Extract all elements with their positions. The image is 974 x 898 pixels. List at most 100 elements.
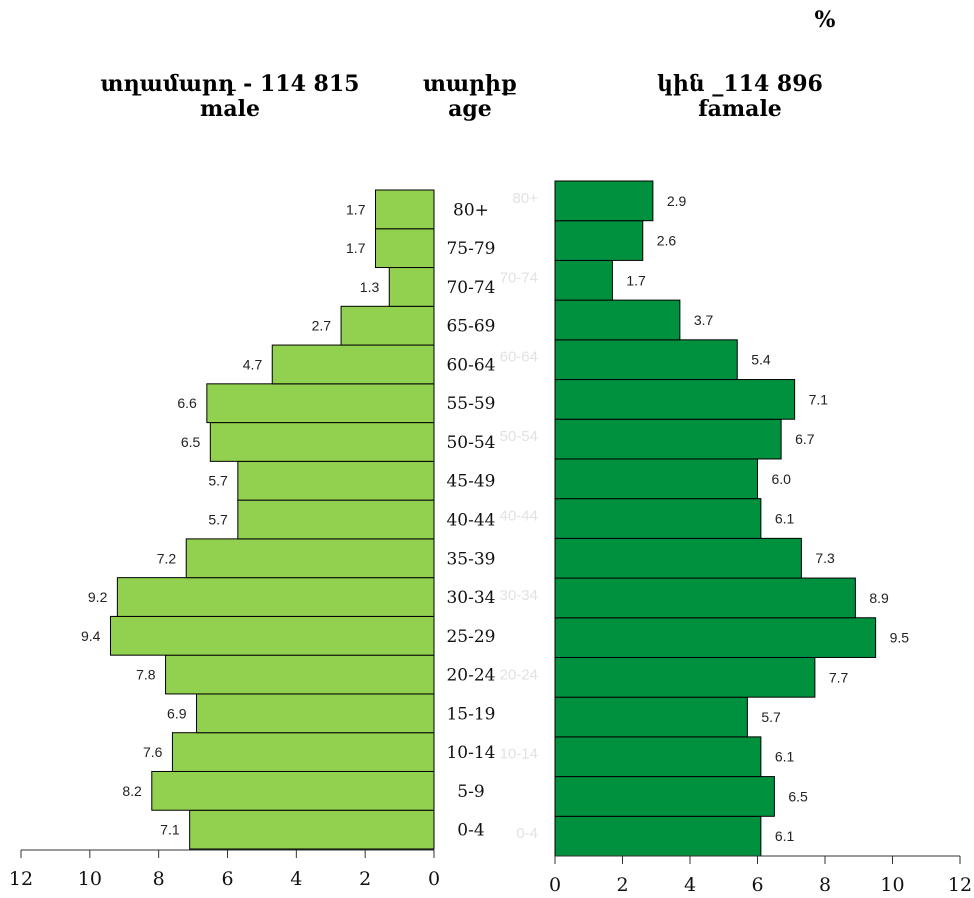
male-bar-55-59 <box>206 383 435 424</box>
female-bar-40-44 <box>554 498 762 539</box>
female-x-tick-label-6: 6 <box>751 874 763 896</box>
male-value-label-25-29: 9.4 <box>81 628 101 644</box>
ghost-age-label-80+: 80+ <box>513 190 539 207</box>
male-x-tick-label-4: 4 <box>290 868 302 890</box>
male-bar-35-39 <box>185 538 435 579</box>
ghost-age-label-30-34: 30-34 <box>500 587 538 604</box>
male-bar-70-74 <box>388 267 435 307</box>
age-subtitle: age <box>448 96 492 122</box>
female-x-tick-label-4: 4 <box>684 874 696 896</box>
age-label-75-79: 75-79 <box>446 239 495 259</box>
male-value-label-5-9: 8.2 <box>122 783 142 799</box>
male-value-label-30-34: 9.2 <box>88 589 108 605</box>
female-value-label-75-79: 2.6 <box>657 233 677 249</box>
female-bar-80+ <box>554 180 654 222</box>
male-x-tick-label-10: 10 <box>78 868 102 890</box>
age-title-text: տարիք <box>422 71 518 97</box>
ghost-age-label-60-64: 60-64 <box>500 349 538 366</box>
female-value-label-45-49: 6.0 <box>772 471 792 487</box>
male-bar-80+ <box>374 189 435 230</box>
female-value-label-30-34: 8.9 <box>869 590 889 606</box>
age-label-15-19: 15-19 <box>446 704 495 724</box>
male-bar-10-14 <box>171 732 435 772</box>
female-value-label-70-74: 1.7 <box>626 272 646 288</box>
male-value-label-55-59: 6.6 <box>177 395 197 411</box>
female-x-tick-label-12: 12 <box>948 874 972 896</box>
ghost-age-label-40-44: 40-44 <box>500 508 538 525</box>
female-x-tick-label-8: 8 <box>819 874 831 896</box>
male-x-tick-label-12: 12 <box>9 868 33 890</box>
male-bar-65-69 <box>340 305 435 346</box>
female-x-tick-label-10: 10 <box>880 874 904 896</box>
female-value-label-80+: 2.9 <box>667 193 687 209</box>
male-x-tick-label-6: 6 <box>221 868 233 890</box>
male-bar-60-64 <box>271 344 435 385</box>
female-bar-15-19 <box>554 696 748 738</box>
male-value-label-70-74: 1.3 <box>360 279 380 295</box>
male-value-label-10-14: 7.6 <box>143 744 163 760</box>
age-label-35-39: 35-39 <box>446 549 495 569</box>
female-value-label-60-64: 5.4 <box>751 352 771 368</box>
age-label-45-49: 45-49 <box>446 472 495 492</box>
age-label-50-54: 50-54 <box>446 433 495 453</box>
age-label-30-34: 30-34 <box>446 588 495 608</box>
male-value-label-50-54: 6.5 <box>181 434 201 450</box>
male-value-label-60-64: 4.7 <box>243 356 263 372</box>
female-bar-5-9 <box>554 776 775 817</box>
male-bar-20-24 <box>165 654 435 695</box>
male-bar-30-34 <box>116 577 435 617</box>
male-x-tick-label-0: 0 <box>428 868 440 890</box>
female-value-label-20-24: 7.7 <box>829 669 849 685</box>
male-value-label-20-24: 7.8 <box>136 667 156 683</box>
ghost-age-label-0-4: 0-4 <box>516 825 538 842</box>
unit-label: % <box>814 7 836 33</box>
female-title: կին _114 896 famale <box>590 72 890 122</box>
male-value-label-40-44: 5.7 <box>208 512 228 528</box>
age-label-70-74: 70-74 <box>446 278 495 298</box>
female-subtitle: famale <box>698 96 782 122</box>
ghost-age-label-10-14: 10-14 <box>500 746 538 763</box>
male-value-label-65-69: 2.7 <box>312 318 332 334</box>
male-value-label-15-19: 6.9 <box>167 705 187 721</box>
male-subtitle: male <box>200 96 260 122</box>
ghost-age-label-50-54: 50-54 <box>500 428 538 445</box>
male-bar-25-29 <box>109 615 435 656</box>
male-bar-75-79 <box>374 228 435 269</box>
female-bar-20-24 <box>554 656 816 698</box>
male-bar-40-44 <box>237 499 435 540</box>
female-value-label-50-54: 6.7 <box>795 431 815 447</box>
female-value-label-65-69: 3.7 <box>694 312 714 328</box>
male-bar-0-4 <box>189 809 435 850</box>
age-label-25-29: 25-29 <box>446 627 495 647</box>
female-x-tick-label-0: 0 <box>549 874 561 896</box>
ghost-age-label-20-24: 20-24 <box>500 666 538 683</box>
female-value-label-35-39: 7.3 <box>815 550 835 566</box>
male-value-label-45-49: 5.7 <box>208 473 228 489</box>
male-bar-15-19 <box>196 693 435 734</box>
female-bar-70-74 <box>554 259 613 301</box>
female-title-text: կին _114 896 <box>657 71 823 97</box>
age-label-5-9: 5-9 <box>457 782 484 802</box>
female-value-label-15-19: 5.7 <box>761 709 781 725</box>
female-bar-60-64 <box>554 339 738 381</box>
female-value-label-25-29: 9.5 <box>890 630 910 646</box>
male-value-label-80+: 1.7 <box>346 201 366 217</box>
age-label-40-44: 40-44 <box>446 511 495 531</box>
female-x-tick-label-2: 2 <box>616 874 628 896</box>
male-bar-50-54 <box>209 422 435 462</box>
female-bar-30-34 <box>554 577 856 619</box>
male-value-label-75-79: 1.7 <box>346 240 366 256</box>
ghost-age-label-70-74: 70-74 <box>500 269 538 286</box>
female-bar-25-29 <box>554 617 877 658</box>
female-bar-50-54 <box>554 418 782 460</box>
female-bar-75-79 <box>554 220 644 261</box>
age-label-80+: 80+ <box>453 200 489 220</box>
female-bar-35-39 <box>554 537 802 579</box>
female-value-label-40-44: 6.1 <box>775 511 795 527</box>
age-label-10-14: 10-14 <box>446 743 495 763</box>
male-title: տղամարդ - 114 815 male <box>60 72 400 122</box>
male-bar-45-49 <box>237 460 435 501</box>
female-bar-10-14 <box>554 736 762 778</box>
age-label-60-64: 60-64 <box>446 355 495 375</box>
